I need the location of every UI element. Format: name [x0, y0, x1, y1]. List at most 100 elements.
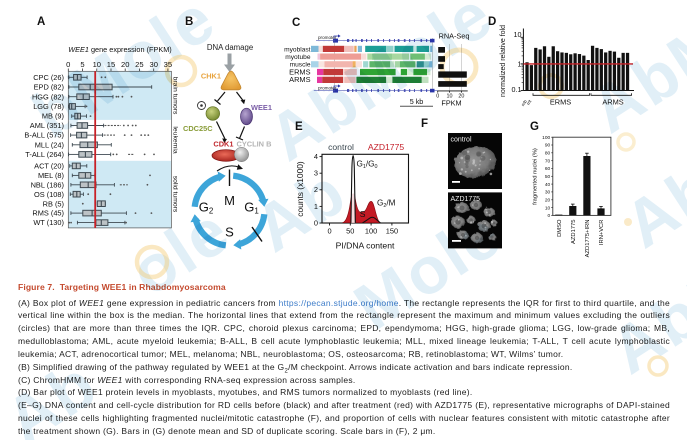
svg-text:MEL (8): MEL (8) [38, 171, 64, 180]
svg-text:CDK1: CDK1 [213, 140, 233, 149]
svg-text:solid tumors: solid tumors [172, 176, 179, 213]
svg-text:100: 100 [365, 227, 377, 236]
svg-text:FPKM: FPKM [441, 98, 461, 107]
svg-text:fragmented nuclei (%): fragmented nuclei (%) [533, 148, 539, 205]
svg-text:20: 20 [121, 60, 129, 69]
svg-text:60: 60 [545, 166, 551, 172]
svg-text:myotube: myotube [285, 54, 311, 61]
svg-text:control: control [328, 142, 354, 152]
svg-text:G1/G0: G1/G0 [357, 160, 378, 171]
svg-text:ERMS: ERMS [550, 98, 571, 107]
svg-text:G2/M: G2/M [377, 199, 396, 210]
svg-text:NBL (186): NBL (186) [31, 180, 64, 189]
svg-text:promoter: promoter [318, 35, 337, 40]
svg-text:25: 25 [135, 60, 143, 69]
svg-text:OS (108): OS (108) [34, 190, 64, 199]
svg-text:C: C [292, 17, 300, 29]
svg-text:90: 90 [545, 143, 551, 149]
svg-text:G1: G1 [244, 200, 259, 216]
svg-text:WEE1 gene expression (FPKM): WEE1 gene expression (FPKM) [68, 45, 171, 54]
svg-text:S: S [225, 225, 234, 240]
svg-text:muscle: muscle [290, 62, 311, 69]
svg-text:10: 10 [545, 205, 551, 211]
svg-text:EPD (82): EPD (82) [34, 83, 64, 92]
svg-text:ARMS: ARMS [602, 98, 623, 107]
svg-text:ACT (20): ACT (20) [34, 162, 64, 171]
svg-text:30: 30 [149, 60, 157, 69]
svg-text:CPC (26): CPC (26) [33, 73, 64, 82]
svg-text:80: 80 [545, 151, 551, 157]
svg-text:0.1: 0.1 [512, 85, 522, 94]
svg-text:10: 10 [93, 60, 101, 69]
svg-text:50: 50 [545, 174, 551, 180]
svg-text:3: 3 [314, 169, 318, 178]
svg-text:RNA-Seq: RNA-Seq [439, 32, 470, 41]
svg-text:D: D [488, 16, 496, 28]
svg-text:CDC25C: CDC25C [183, 124, 213, 133]
svg-text:mt: mt [525, 98, 532, 106]
svg-text:DNA damage: DNA damage [207, 43, 253, 52]
svg-text:5 kb: 5 kb [410, 97, 424, 106]
svg-text:AML (351): AML (351) [30, 121, 64, 130]
svg-text:20: 20 [545, 198, 551, 204]
svg-text:AZD1775: AZD1775 [571, 220, 577, 245]
svg-text:myoblast: myoblast [284, 46, 311, 53]
svg-text:70: 70 [545, 158, 551, 164]
svg-text:0: 0 [327, 227, 331, 236]
svg-text:1: 1 [518, 60, 522, 69]
svg-text:1: 1 [314, 202, 318, 211]
svg-text:CHK1: CHK1 [201, 72, 221, 81]
svg-text:10: 10 [514, 30, 522, 39]
svg-text:promoter: promoter [318, 85, 337, 90]
svg-text:0: 0 [314, 218, 318, 227]
svg-text:brain tumors: brain tumors [172, 77, 179, 115]
svg-text:35: 35 [164, 60, 172, 69]
svg-text:0: 0 [548, 213, 551, 219]
svg-text:PI/DNA content: PI/DNA content [336, 241, 395, 251]
svg-text:M: M [224, 193, 235, 208]
svg-text:counts (x1000): counts (x1000) [295, 161, 305, 217]
svg-text:50: 50 [346, 227, 354, 236]
svg-text:mb: mb [520, 99, 528, 107]
svg-text:AZD1775: AZD1775 [368, 142, 405, 152]
svg-text:IRN+VCR: IRN+VCR [599, 220, 605, 246]
svg-text:20: 20 [458, 93, 464, 99]
svg-text:5: 5 [80, 60, 84, 69]
svg-text:normalized relative fold: normalized relative fold [500, 25, 507, 97]
svg-text:15: 15 [107, 60, 115, 69]
svg-text:RB (5): RB (5) [43, 199, 64, 208]
svg-text:100: 100 [542, 135, 550, 141]
svg-text:10: 10 [447, 93, 453, 99]
svg-text:CYCLIN B: CYCLIN B [237, 140, 272, 149]
svg-text:F: F [421, 118, 428, 130]
svg-text:ERMS: ERMS [289, 67, 310, 76]
svg-text:150: 150 [386, 227, 398, 236]
svg-text:leukemia: leukemia [172, 126, 179, 153]
svg-text:0: 0 [66, 60, 70, 69]
svg-text:0: 0 [436, 93, 439, 99]
svg-text:ARMS: ARMS [289, 75, 310, 84]
svg-text:AZD1775: AZD1775 [451, 196, 481, 203]
svg-text:A: A [37, 16, 45, 28]
svg-text:T-ALL (264): T-ALL (264) [25, 150, 64, 159]
svg-text:G: G [530, 121, 539, 133]
svg-text:LGG (78): LGG (78) [33, 102, 64, 111]
svg-text:RMS (45): RMS (45) [32, 209, 64, 218]
svg-text:2: 2 [314, 185, 318, 194]
svg-text:E: E [295, 121, 303, 133]
svg-text:DMSO: DMSO [557, 219, 563, 237]
svg-text:40: 40 [545, 182, 551, 188]
svg-text:B: B [185, 16, 193, 28]
svg-text:MLL (24): MLL (24) [35, 140, 64, 149]
svg-text:4: 4 [314, 152, 318, 161]
svg-text:AZD1775+IRN: AZD1775+IRN [585, 220, 591, 258]
svg-text:S: S [360, 209, 366, 219]
svg-text:control: control [451, 137, 472, 144]
svg-text:WT (130): WT (130) [33, 218, 64, 227]
svg-text:WEE1: WEE1 [251, 103, 272, 112]
svg-text:B-ALL (575): B-ALL (575) [24, 131, 64, 140]
svg-text:30: 30 [545, 190, 551, 196]
svg-text:MB (9): MB (9) [42, 112, 64, 121]
svg-text:G2: G2 [199, 200, 214, 216]
svg-text:HGG (82): HGG (82) [32, 92, 64, 101]
